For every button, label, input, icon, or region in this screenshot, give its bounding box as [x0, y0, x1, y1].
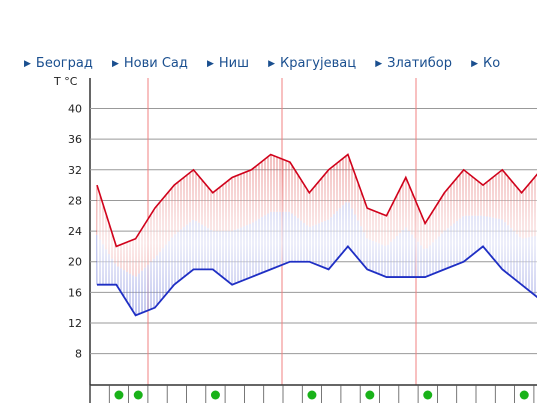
band-highlight: [97, 154, 537, 316]
series-line-max: [96, 153, 537, 248]
arrow-right-icon: ▶: [268, 59, 276, 69]
nav-item-label: Ниш: [218, 56, 250, 70]
nav-item-zlatibor[interactable]: ▶ Златибор: [375, 55, 452, 70]
nav-item-nis[interactable]: ▶ Ниш: [207, 55, 249, 70]
arrow-right-icon: ▶: [471, 59, 478, 69]
y-axis-ticks: 8 12 16 20 24 28 32 36 40: [68, 103, 82, 361]
precipitation-marker: [365, 390, 375, 400]
nav-item-kragujevac[interactable]: ▶ Крагујевац: [268, 55, 356, 70]
arrow-right-icon: ▶: [206, 59, 214, 69]
y-tick-label: 24: [68, 225, 82, 238]
y-tick-label: 32: [68, 164, 82, 177]
nav-item-label: Нови Сад: [123, 56, 188, 70]
precipitation-marker: [133, 390, 143, 400]
precipitation-marker: [210, 390, 220, 400]
y-tick-label: 12: [68, 317, 82, 330]
city-nav: ▶ Београд ▶ Нови Сад ▶ Ниш ▶ Крагујевац ▶ Зла…: [24, 52, 537, 70]
y-tick-label: 36: [68, 133, 82, 146]
precipitation-marker: [423, 390, 433, 400]
arrow-right-icon: ▶: [111, 59, 119, 69]
precipitation-marker: [307, 390, 317, 400]
y-tick-label: 8: [75, 348, 82, 361]
nav-item-ko[interactable]: ▶ Ко: [471, 55, 500, 70]
precipitation-marker: [519, 390, 529, 400]
temperature-band: [96, 154, 537, 316]
y-tick-label: 28: [68, 194, 82, 207]
series-line-min: [97, 245, 537, 317]
y-tick-label: 40: [68, 103, 82, 116]
y-tick-label: 16: [68, 286, 82, 299]
series-lines: [96, 153, 537, 317]
nav-item-label: Златибор: [387, 56, 452, 70]
y-tick-label: 20: [68, 256, 82, 269]
arrow-right-icon: ▶: [24, 59, 31, 69]
nav-item-novi-sad[interactable]: ▶ Нови Сад: [112, 55, 188, 70]
nav-item-label: Крагујевац: [280, 56, 357, 70]
nav-item-label: Ко: [482, 56, 501, 70]
nav-item-beograd[interactable]: ▶ Београд: [24, 55, 93, 70]
precipitation-marker: [114, 390, 124, 400]
arrow-right-icon: ▶: [375, 59, 383, 69]
y-axis-unit-label: T °C: [53, 75, 78, 88]
precipitation-strip: [89, 384, 537, 403]
nav-item-label: Београд: [35, 56, 93, 70]
